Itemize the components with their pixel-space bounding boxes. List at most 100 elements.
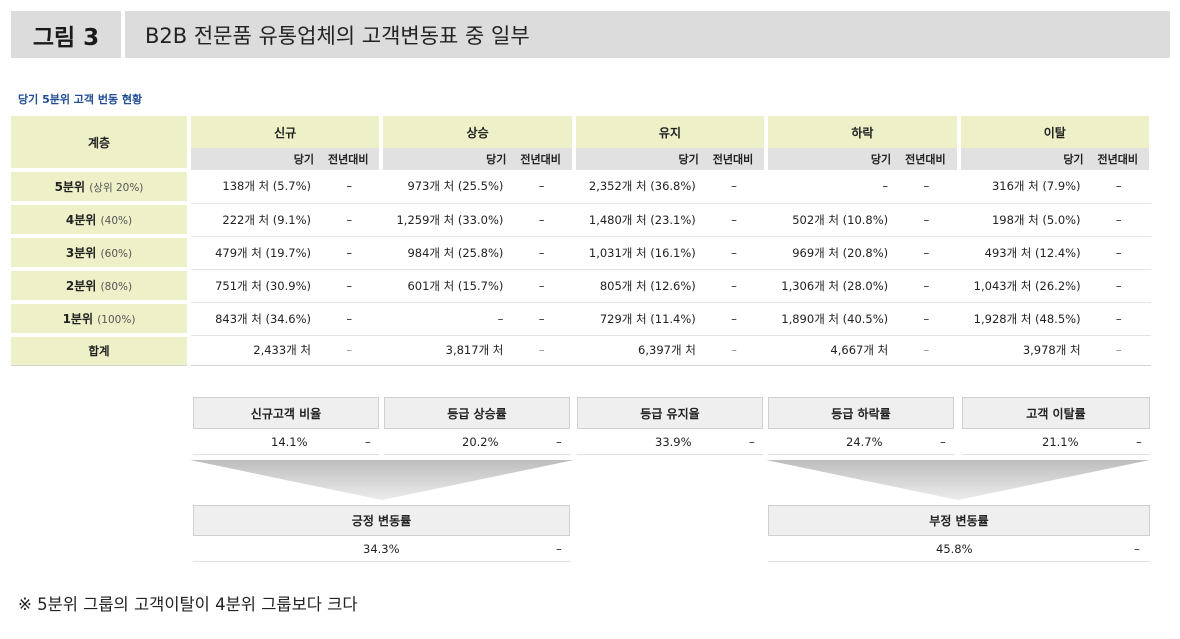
cell-value: 1,031개 처 (16.1%) <box>573 236 702 270</box>
table-row: 5분위 (상위 20%) 138개 처 (5.7%) – 973개 처 (25.… <box>11 170 1151 205</box>
ratio-value-row: 24.7% – <box>768 430 954 455</box>
total-change: – <box>894 335 959 366</box>
ratio-box-up: 등급 상승률 <box>384 397 570 429</box>
sub-header-change: 전년대비 <box>317 148 384 170</box>
cell-change: – <box>509 236 574 270</box>
row-label-pct: (40%) <box>100 215 133 227</box>
cell-change: – <box>1086 269 1151 303</box>
footnote: ※ 5분위 그룹의 고객이탈이 4분위 그룹보다 크다 <box>18 595 358 614</box>
ratio-value: 21.1% <box>1042 435 1079 449</box>
cell-value: 138개 처 (5.7%) <box>189 170 317 204</box>
cell-value: 493개 처 (12.4%) <box>958 236 1087 270</box>
cell-change: – <box>1086 203 1151 237</box>
positive-funnel-shape <box>190 460 574 500</box>
cell-value: 316개 처 (7.9%) <box>958 170 1087 204</box>
cell-change: – <box>701 170 767 204</box>
negative-change-box: 부정 변동률 <box>768 505 1150 536</box>
cell-change: – <box>509 170 574 204</box>
row-label: 3분위 (60%) <box>11 236 191 271</box>
ratio-value-row: 20.2% – <box>384 430 570 455</box>
sub-header-current: 당기 <box>766 148 895 170</box>
figure-title: B2B 전문품 유통업체의 고객변동표 중 일부 <box>145 23 530 48</box>
total-value: 4,667개 처 <box>766 335 895 366</box>
cell-value: 601개 처 (15.7%) <box>381 269 510 303</box>
sub-header-row: 당기 전년대비 당기 전년대비 당기 전년대비 당기 전년대비 당기 전년대비 <box>11 148 1153 170</box>
sub-header-change: 전년대비 <box>509 148 576 170</box>
row-label: 4분위 (40%) <box>11 203 191 238</box>
cell-change: – <box>509 203 574 237</box>
cell-value: 969개 처 (20.8%) <box>766 236 895 270</box>
total-value: 3,978개 처 <box>958 335 1087 366</box>
positive-change-row: 34.3% – <box>193 537 570 562</box>
cell-value: 1,259개 처 (33.0%) <box>381 203 510 237</box>
total-change: – <box>701 335 767 366</box>
row-label-name: 4분위 <box>65 213 97 227</box>
cell-value: 1,306개 처 (28.0%) <box>766 269 895 303</box>
cell-value: 729개 처 (11.4%) <box>573 302 702 336</box>
cell-change: – <box>701 269 767 303</box>
cell-value: 222개 처 (9.1%) <box>189 203 317 237</box>
row-label-name: 5분위 <box>54 180 86 194</box>
group-header-churn: 이탈 <box>958 116 1153 148</box>
cell-value: 479개 처 (19.7%) <box>189 236 317 270</box>
ratio-value: 33.9% <box>655 435 692 449</box>
ratio-value: 14.1% <box>271 435 308 449</box>
ratio-value-row: 21.1% – <box>962 430 1150 455</box>
total-value: 6,397개 처 <box>573 335 702 366</box>
sub-header-current: 당기 <box>381 148 510 170</box>
row-label: 5분위 (상위 20%) <box>11 170 191 205</box>
cell-value: 1,890개 처 (40.5%) <box>766 302 895 336</box>
cell-change: – <box>894 203 959 237</box>
ratio-box-new: 신규고객 비율 <box>193 397 379 429</box>
cell-value: 1,928개 처 (48.5%) <box>958 302 1087 336</box>
cell-change: – <box>894 170 959 204</box>
table-row: 3분위 (60%) 479개 처 (19.7%) – 984개 처 (25.8%… <box>11 236 1151 271</box>
ratio-change: – <box>749 435 755 449</box>
ratio-box-churn: 고객 이탈률 <box>962 397 1150 429</box>
cell-change: – <box>509 302 574 336</box>
cell-change: – <box>894 302 959 336</box>
positive-change-box: 긍정 변동률 <box>193 505 570 536</box>
cell-value: 2,352개 처 (36.8%) <box>573 170 702 204</box>
negative-change-row: 45.8% – <box>768 537 1150 562</box>
negative-change-delta: – <box>1134 542 1140 556</box>
cell-change: – <box>894 236 959 270</box>
group-header-new: 신규 <box>189 116 384 148</box>
row-label-pct: (100%) <box>97 314 136 326</box>
cell-change: – <box>701 302 767 336</box>
group-header-up: 상승 <box>381 116 576 148</box>
corner-label: 계층 <box>11 116 191 172</box>
cell-change: – <box>1086 170 1151 204</box>
cell-value: 805개 처 (12.6%) <box>573 269 702 303</box>
row-label-pct: (상위 20%) <box>89 182 144 194</box>
cell-change: – <box>317 269 382 303</box>
group-header-row: 계층 신규 상승 유지 하락 이탈 <box>11 116 1153 172</box>
cell-value: 198개 처 (5.0%) <box>958 203 1087 237</box>
ratio-value-row: 33.9% – <box>577 430 763 455</box>
cell-change: – <box>894 269 959 303</box>
sub-header-change: 전년대비 <box>1086 148 1153 170</box>
cell-value: 502개 처 (10.8%) <box>766 203 895 237</box>
cell-value: 984개 처 (25.8%) <box>381 236 510 270</box>
total-value: 2,433개 처 <box>189 335 317 366</box>
sub-header-current: 당기 <box>573 148 702 170</box>
cell-change: – <box>701 203 767 237</box>
group-header-keep: 유지 <box>573 116 769 148</box>
ratio-change: – <box>1136 435 1142 449</box>
figure-header-bar <box>11 11 1170 58</box>
row-label-name: 1분위 <box>62 312 94 326</box>
negative-change-value: 45.8% <box>936 542 973 556</box>
total-change: – <box>509 335 574 366</box>
cell-value: 751개 처 (30.9%) <box>189 269 317 303</box>
cell-change: – <box>317 170 382 204</box>
cell-change: – <box>701 236 767 270</box>
figure-header-divider <box>121 11 125 58</box>
row-label: 1분위 (100%) <box>11 302 191 337</box>
ratio-box-keep: 등급 유지율 <box>577 397 763 429</box>
cell-change: – <box>509 269 574 303</box>
ratio-value: 24.7% <box>846 435 883 449</box>
ratio-box-down: 등급 하락률 <box>768 397 954 429</box>
total-change: – <box>1086 335 1151 366</box>
cell-change: – <box>1086 236 1151 270</box>
table-row: 2분위 (80%) 751개 처 (30.9%) – 601개 처 (15.7%… <box>11 269 1151 304</box>
